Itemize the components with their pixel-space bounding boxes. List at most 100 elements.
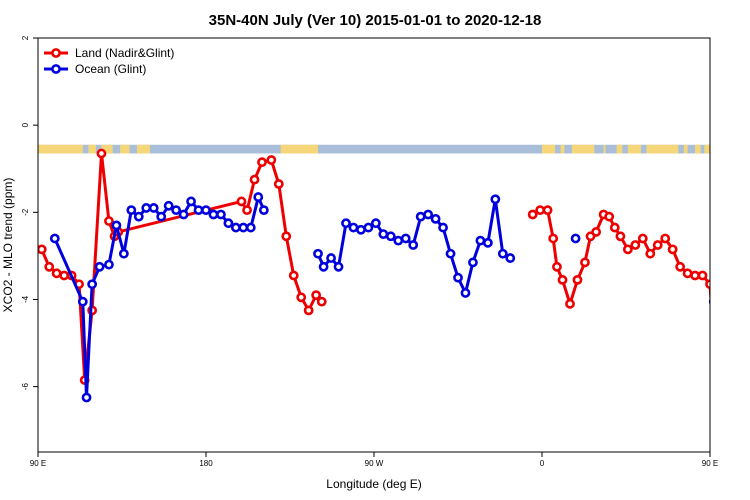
y-tick-label: -4 — [21, 295, 30, 303]
data-point — [570, 233, 581, 244]
data-point — [148, 203, 159, 213]
data-point — [572, 274, 583, 285]
data-point — [94, 261, 105, 272]
data-point — [51, 268, 62, 279]
data-point — [216, 209, 226, 220]
data-point — [238, 222, 249, 233]
data-point — [490, 194, 501, 205]
data-point — [744, 222, 750, 229]
strip-land-segment — [603, 144, 606, 154]
legend-swatch-marker — [51, 64, 61, 74]
strip-land-segment — [695, 144, 701, 154]
data-point — [257, 157, 267, 168]
data-point — [727, 263, 734, 270]
legend-label: Ocean (Glint) — [75, 62, 146, 76]
data-point — [163, 200, 174, 211]
data-point — [245, 222, 256, 233]
data-point — [652, 240, 663, 250]
data-point — [356, 224, 366, 235]
data-point — [230, 222, 241, 233]
data-point — [49, 233, 60, 244]
series-land — [38, 148, 749, 385]
x-tick-label: 180 — [199, 459, 213, 468]
x-tick-label: 0 — [540, 459, 545, 468]
data-point — [542, 205, 553, 216]
data-point — [453, 272, 463, 283]
data-point — [178, 209, 189, 220]
data-point — [186, 196, 196, 207]
data-point — [682, 268, 693, 279]
data-point — [253, 192, 264, 202]
data-point — [535, 205, 546, 216]
data-point — [742, 233, 749, 240]
strip-ocean — [38, 144, 710, 154]
data-point — [370, 218, 381, 229]
data-point — [591, 227, 602, 237]
data-point — [460, 288, 471, 298]
x-axis: 90 E 180 90 W 0 90 E — [30, 452, 718, 468]
y-axis-label: XCO2 - MLO trend (ppm) — [1, 178, 15, 313]
data-point — [104, 259, 114, 270]
data-point — [637, 233, 648, 244]
data-point — [316, 296, 327, 307]
data-point — [296, 292, 307, 303]
plot-frame — [37, 37, 711, 453]
data-point — [497, 248, 508, 259]
strip-land-segment — [101, 144, 113, 154]
data-point — [690, 270, 700, 281]
data-point — [712, 376, 719, 383]
data-point — [697, 270, 708, 281]
legend-swatch-marker — [51, 48, 61, 58]
data-point — [258, 205, 269, 216]
y-axis: 2 0 -2 -4 -6 — [21, 35, 38, 390]
strip-land-segment — [542, 144, 556, 154]
data-point — [156, 211, 167, 222]
strip-land-segment — [571, 144, 595, 154]
data-point — [609, 222, 620, 233]
data-point — [557, 274, 568, 285]
data-point — [118, 248, 129, 259]
strip-land-segment — [560, 144, 565, 154]
data-point — [468, 257, 478, 268]
strip-land-segment — [136, 144, 150, 154]
data-point — [705, 279, 710, 290]
data-point — [38, 244, 47, 255]
data-point — [667, 244, 678, 255]
data-point — [580, 257, 590, 268]
surface-strip — [38, 144, 710, 154]
data-point — [400, 233, 411, 244]
strip-land-segment — [704, 144, 710, 154]
legend: Land (Nadir&Glint) Ocean (Glint) — [44, 46, 174, 76]
strip-land-segment — [616, 144, 623, 154]
y-tick-label: -6 — [21, 383, 30, 391]
data-point — [505, 253, 516, 263]
y-tick-label: 0 — [21, 122, 30, 127]
data-point — [714, 394, 721, 401]
data-point — [81, 392, 92, 403]
data-point — [630, 240, 641, 250]
data-point — [44, 261, 55, 272]
data-point — [133, 211, 144, 222]
data-point — [141, 203, 152, 213]
data-point — [87, 279, 98, 290]
x-tick-label: 90 E — [702, 459, 718, 468]
data-point — [318, 261, 329, 272]
data-point — [385, 231, 396, 242]
strip-land-segment — [646, 144, 679, 154]
data-point — [708, 298, 710, 305]
data-point — [341, 218, 351, 229]
data-point — [736, 261, 743, 268]
data-point — [249, 174, 260, 185]
data-point — [288, 270, 299, 281]
strip-land-segment — [627, 144, 641, 154]
data-point — [242, 205, 252, 216]
legend-label: Land (Nadir&Glint) — [75, 46, 174, 60]
data-point — [415, 211, 426, 222]
data-point — [408, 240, 419, 250]
data-point — [378, 229, 389, 240]
data-point — [438, 222, 448, 233]
data-point — [719, 281, 726, 288]
data-point — [126, 205, 137, 216]
data-point — [719, 307, 726, 314]
